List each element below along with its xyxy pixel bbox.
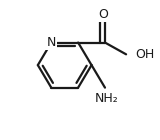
- Text: N: N: [47, 36, 56, 49]
- Text: OH: OH: [136, 48, 155, 61]
- Text: NH₂: NH₂: [95, 92, 119, 105]
- Text: O: O: [98, 8, 108, 21]
